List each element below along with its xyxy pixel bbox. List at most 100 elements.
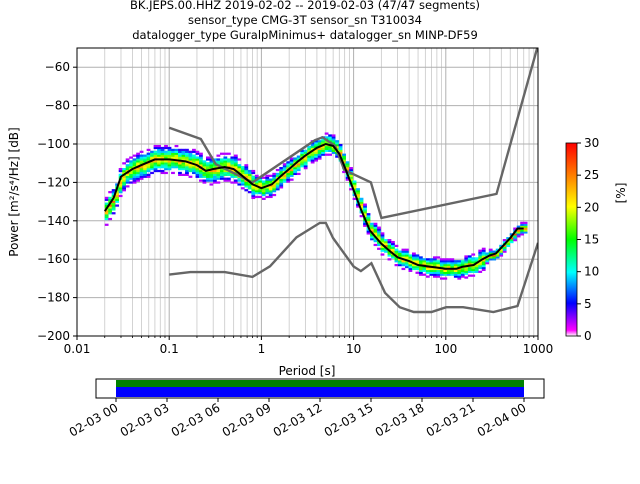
- density-cell: [265, 182, 270, 185]
- density-cell: [321, 142, 326, 145]
- density-cell: [108, 212, 113, 215]
- density-cell: [251, 169, 256, 173]
- density-cell: [192, 160, 196, 163]
- density-cell: [136, 154, 140, 157]
- density-cell: [387, 244, 392, 248]
- density-cell: [464, 266, 469, 270]
- density-cell: [464, 255, 469, 258]
- density-cell: [370, 238, 374, 241]
- density-cell: [478, 261, 483, 264]
- density-cell: [307, 157, 312, 160]
- density-cell: [164, 166, 168, 169]
- y-tick-label: −200: [37, 329, 70, 343]
- density-cell: [310, 147, 315, 151]
- density-cell: [244, 175, 249, 178]
- density-cell: [244, 181, 249, 184]
- density-cell: [136, 160, 140, 163]
- density-cell: [247, 173, 252, 176]
- density-cell: [373, 222, 378, 225]
- density-cell: [115, 198, 120, 201]
- density-cell: [178, 168, 182, 171]
- density-cell: [363, 203, 367, 206]
- density-cell: [314, 155, 319, 158]
- density-cell: [377, 241, 381, 245]
- density-cell: [265, 190, 270, 193]
- density-cell: [408, 256, 413, 259]
- density-cell: [310, 144, 315, 147]
- density-cell: [160, 171, 165, 175]
- density-cell: [436, 267, 441, 271]
- density-cell: [300, 161, 305, 164]
- density-cell: [153, 150, 158, 153]
- density-cell: [129, 175, 133, 178]
- density-cell: [202, 162, 207, 165]
- density-cell: [317, 157, 322, 160]
- density-cell: [394, 248, 399, 251]
- density-cell: [174, 148, 179, 152]
- density-cell: [164, 171, 168, 175]
- density-cell: [219, 171, 224, 175]
- density-cell: [272, 174, 277, 177]
- density-cell: [513, 227, 518, 230]
- density-cell: [310, 155, 315, 158]
- colorbar-tick-label: 10: [584, 265, 599, 279]
- density-cell: [157, 169, 161, 173]
- density-cell: [240, 168, 245, 171]
- density-cell: [485, 254, 490, 257]
- density-cell: [370, 224, 374, 227]
- density-cell: [171, 154, 175, 157]
- density-cell: [195, 150, 200, 153]
- density-cell: [425, 269, 430, 272]
- density-cell: [254, 195, 259, 199]
- density-cell: [122, 181, 127, 184]
- density-cell: [258, 195, 263, 199]
- density-cell: [443, 277, 448, 280]
- density-cell: [513, 235, 518, 238]
- new-low-noise-model: [169, 221, 538, 314]
- density-cell: [206, 162, 210, 165]
- density-cell: [303, 157, 308, 160]
- density-cell: [136, 156, 140, 159]
- density-cell: [122, 168, 127, 171]
- density-cell: [251, 177, 256, 180]
- density-cell: [272, 178, 277, 181]
- density-cell: [104, 212, 109, 215]
- density-cell: [150, 156, 154, 159]
- density-cell: [289, 172, 294, 176]
- density-cell: [387, 239, 392, 242]
- density-cell: [307, 153, 312, 156]
- density-cell: [188, 168, 193, 171]
- density-cell: [216, 175, 221, 178]
- density-cell: [401, 256, 406, 259]
- density-cell: [275, 182, 280, 185]
- density-cell: [488, 250, 493, 253]
- density-cell: [164, 156, 168, 159]
- density-cell: [370, 236, 374, 239]
- density-cell: [359, 197, 364, 200]
- density-cell: [513, 233, 518, 236]
- density-cell: [303, 163, 308, 166]
- density-cell: [408, 258, 413, 261]
- density-cell: [125, 181, 130, 184]
- density-cell: [317, 140, 322, 143]
- density-cell: [370, 226, 374, 229]
- density-cell: [272, 193, 277, 197]
- density-cell: [520, 225, 525, 228]
- density-cell: [443, 265, 448, 269]
- density-cell: [150, 168, 154, 171]
- density-cell: [129, 173, 133, 176]
- density-cell: [415, 271, 420, 274]
- density-cell: [104, 217, 109, 221]
- density-cell: [478, 253, 483, 256]
- density-cell: [314, 153, 319, 156]
- density-cell: [418, 260, 423, 263]
- density-cell: [485, 258, 490, 261]
- density-cell: [275, 174, 280, 177]
- density-cell: [380, 245, 385, 248]
- density-cell: [212, 164, 217, 167]
- density-cell: [164, 144, 168, 148]
- density-cell: [216, 162, 221, 165]
- density-cell: [185, 168, 189, 171]
- density-cell: [450, 264, 455, 267]
- density-cell: [195, 156, 200, 159]
